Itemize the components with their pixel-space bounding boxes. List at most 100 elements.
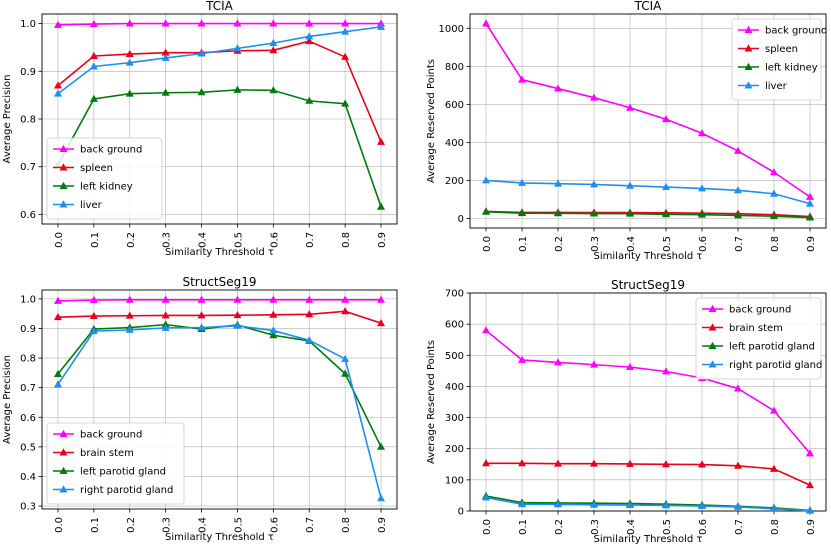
legend-marker [744,44,753,52]
data-point [377,494,386,502]
data-point [161,88,170,96]
x-tick-label: 0.9 [377,232,388,248]
x-tick-label: 0.7 [305,517,316,533]
data-point [662,210,670,218]
data-point [733,384,742,392]
data-point [305,310,314,318]
data-point [626,209,634,217]
legend-entry: liver [765,81,788,92]
y-tick-label: 200 [445,176,464,187]
data-point [233,310,242,319]
legend: back ground spleen left kidney liver [46,137,163,220]
legend-entry: liver [80,200,103,211]
y-axis-label: Average Precision [2,355,13,444]
y-tick-label: 0.8 [20,115,36,126]
legend-marker [59,163,68,171]
data-point [377,318,386,327]
x-tick-label: 0.6 [698,519,709,535]
series-line-spleen [485,210,811,218]
y-tick-label: 0.9 [20,324,36,335]
data-point [662,460,670,468]
plot-frame [469,13,827,229]
y-axis-label: Average Reserved Points [426,59,437,183]
legend-entry: left kidney [80,182,133,193]
data-point [53,313,62,321]
x-tick-label: 0.4 [198,232,209,248]
series-line-back-ground [485,329,811,454]
series-line-right-parotid-gland [485,496,811,512]
data-point [197,295,206,303]
data-point [161,311,170,319]
data-point [554,179,563,187]
y-tick-label: 300 [445,413,464,424]
x-tick-label: 0.6 [269,232,280,248]
legend-marker [708,341,717,349]
data-point [769,504,778,512]
legend-entry: left parotid gland [80,467,166,478]
legend-marker [59,144,68,152]
data-point [53,296,62,304]
data-point [482,326,491,334]
data-point [518,355,527,363]
data-point [482,493,491,501]
x-tick-label: 0.4 [626,519,637,535]
y-tick-label: 0.7 [20,383,36,394]
x-tick-label: 0.7 [305,232,316,248]
x-tick-label: 0.3 [162,232,173,248]
data-point [269,19,278,27]
data-point [769,189,778,197]
legend-entry: brain stem [729,323,783,334]
data-point [698,501,706,509]
x-tick-label: 0.9 [806,519,817,535]
data-point [269,295,278,303]
legend-marker [744,81,753,89]
series-line-back-ground [485,23,811,198]
legend-box [46,422,185,505]
data-point [482,19,491,27]
data-point [161,295,170,303]
data-point [269,86,278,94]
data-point [233,19,242,27]
y-tick-label: 0 [458,214,464,225]
data-point [377,442,386,450]
series-line-liver [57,26,382,95]
series-line-left-kidney [485,211,811,219]
data-point [805,199,814,207]
data-point [89,19,98,27]
data-point [377,22,386,30]
data-point [305,295,314,303]
chart-title: TCIA [205,0,234,13]
data-point [698,129,706,137]
data-point [305,96,314,104]
y-axis-label: Average Reserved Points [426,340,437,464]
data-point [698,460,706,468]
x-tick-label: 0.0 [54,517,65,533]
data-point [341,307,350,315]
y-tick-label: 100 [445,475,464,486]
data-point [590,360,598,368]
x-tick-label: 0.8 [770,519,781,535]
data-point [590,180,598,188]
data-point [305,19,314,27]
legend-marker [59,485,68,493]
legend-marker [708,304,717,312]
data-point [125,325,134,333]
data-point [518,208,527,217]
series-line-back-ground [57,22,382,26]
data-point [197,311,206,319]
data-point [805,192,814,200]
data-point [161,48,170,56]
data-point [161,53,170,61]
legend-entry: right parotid gland [80,485,173,496]
data-point [698,210,706,218]
y-tick-label: 0.5 [20,442,36,453]
data-point [733,186,742,194]
data-point [341,354,350,362]
x-tick-label: 0.3 [590,519,601,535]
legend-entry: left parotid gland [729,342,815,353]
x-tick-label: 0.2 [126,517,137,533]
data-point [805,506,814,514]
data-point [269,326,278,334]
legend-marker [59,181,68,189]
legend-entry: back ground [765,26,827,37]
